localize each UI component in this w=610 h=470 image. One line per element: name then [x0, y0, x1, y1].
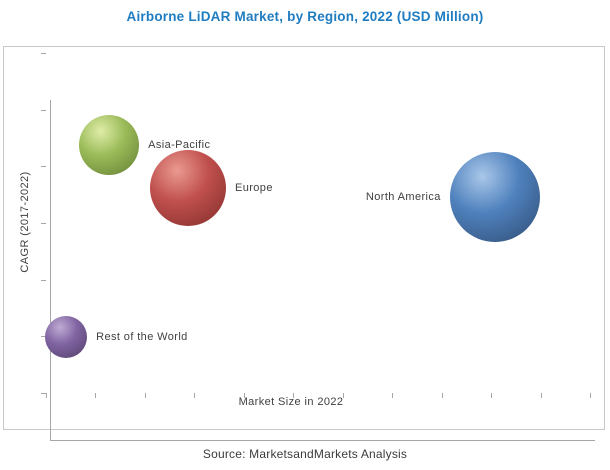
bubble-europe: [149, 149, 226, 226]
chart-title: Airborne LiDAR Market, by Region, 2022 (…: [126, 9, 484, 24]
x-axis-tick: [540, 393, 542, 398]
x-axis-tick: [243, 393, 245, 398]
x-axis-tick: [342, 393, 344, 398]
x-axis-tick: [293, 393, 295, 398]
bubble-label-rest-of-the-world: Rest of the World: [96, 330, 188, 343]
y-axis-tick: [41, 393, 46, 394]
x-axis-tick: [144, 393, 146, 398]
source-caption: Source: MarketsandMarkets Analysis: [202, 447, 408, 461]
y-axis-tick: [41, 336, 46, 338]
bubble-asia-pacific: [79, 115, 140, 176]
bubble-label-europe: Europe: [234, 181, 273, 194]
y-axis-tick: [41, 223, 46, 224]
bubble-rest-of-the-world: [45, 315, 88, 358]
plot-area: [3, 46, 605, 441]
bubble-north-america: [449, 152, 540, 243]
y-axis-title: CAGR (2017-2022): [19, 171, 31, 273]
y-axis-tick: [41, 53, 46, 54]
x-axis-tick: [441, 393, 443, 398]
x-axis-tick: [46, 393, 47, 398]
y-axis-tick: [41, 109, 46, 111]
x-axis-tick: [194, 393, 196, 398]
y-axis-line: [50, 100, 51, 441]
y-axis-tick: [41, 166, 46, 168]
y-axis-tick: [41, 279, 46, 281]
bubble-label-north-america: North America: [365, 191, 441, 204]
x-axis-line: [50, 440, 595, 441]
x-axis-title: Market Size in 2022: [238, 396, 344, 408]
x-axis-tick: [491, 393, 493, 398]
x-axis-tick: [392, 393, 394, 398]
x-axis-tick: [590, 393, 591, 398]
x-axis-tick: [95, 393, 97, 398]
bubble-label-asia-pacific: Asia-Pacific: [148, 139, 211, 152]
